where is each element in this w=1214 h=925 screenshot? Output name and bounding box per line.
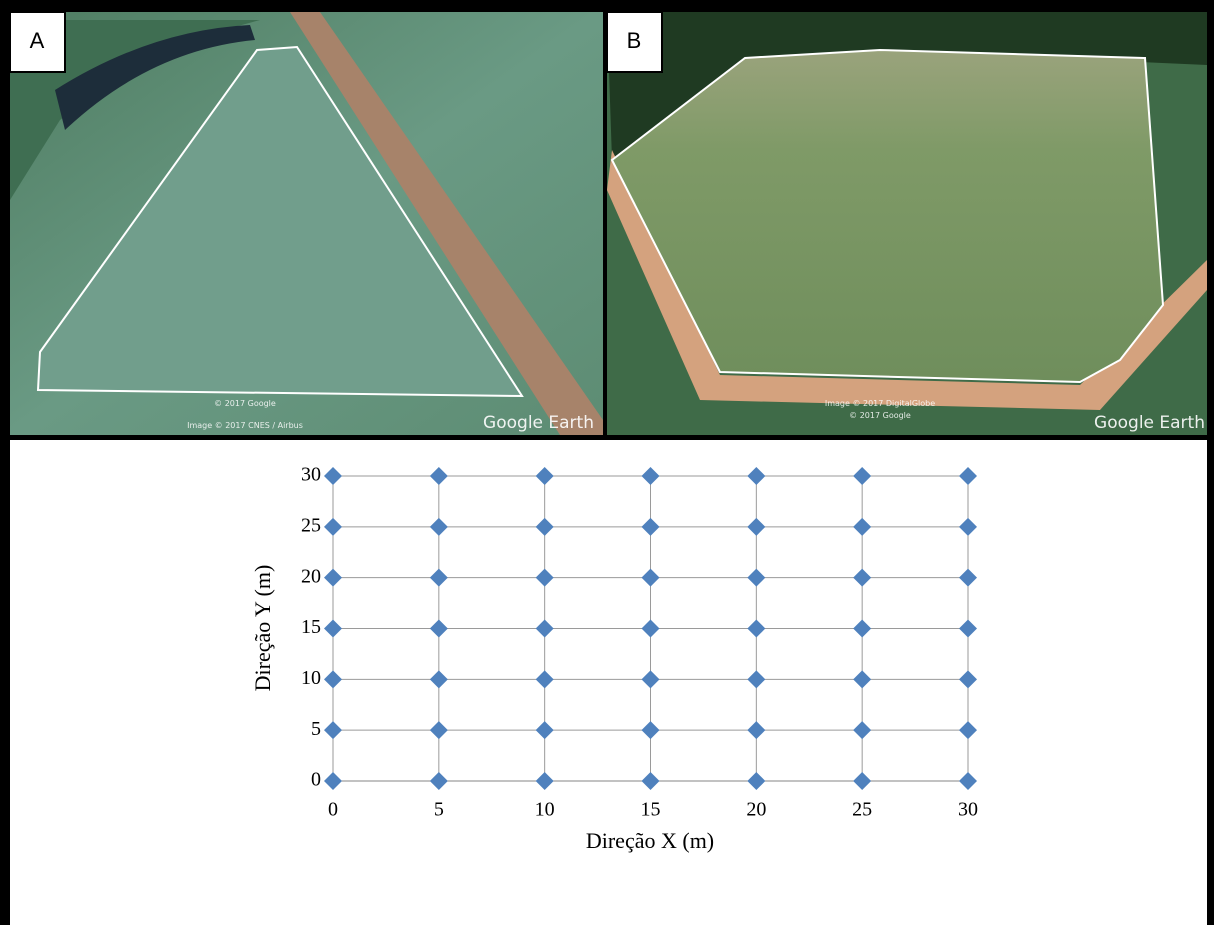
credit: © 2017 Google — [214, 399, 276, 408]
x-axis-title: Direção X (m) — [586, 828, 714, 853]
x-tick-label: 10 — [535, 799, 555, 821]
y-tick-label: 0 — [311, 769, 321, 791]
panel-label: A — [30, 28, 45, 53]
x-tick-label: 25 — [852, 799, 872, 821]
x-tick-label: 20 — [746, 799, 766, 821]
x-tick-label: 0 — [328, 799, 338, 821]
y-tick-label: 15 — [301, 616, 321, 638]
y-tick-label: 5 — [311, 718, 321, 740]
credit: © 2017 Google — [849, 411, 911, 420]
panel-label: B — [627, 28, 642, 53]
y-tick-label: 25 — [301, 514, 321, 536]
y-tick-label: 20 — [301, 565, 321, 587]
watermark: Google Earth — [483, 413, 594, 433]
x-tick-label: 5 — [434, 799, 444, 821]
y-tick-label: 30 — [301, 464, 321, 486]
x-tick-label: 30 — [958, 799, 978, 821]
watermark: Google Earth — [1094, 413, 1205, 433]
y-axis-title: Direção Y (m) — [250, 565, 275, 692]
credit: Image © 2017 CNES / Airbus — [187, 421, 303, 430]
panel-a: A Google Earth © 2017 Google Image © 201… — [10, 12, 603, 435]
x-tick-label: 15 — [641, 799, 661, 821]
panel-b: B Google Earth Image © 2017 DigitalGlobe… — [607, 12, 1207, 435]
figure: A Google Earth © 2017 Google Image © 201… — [0, 0, 1214, 925]
credit: Image © 2017 DigitalGlobe — [825, 399, 935, 408]
y-tick-label: 10 — [301, 667, 321, 689]
